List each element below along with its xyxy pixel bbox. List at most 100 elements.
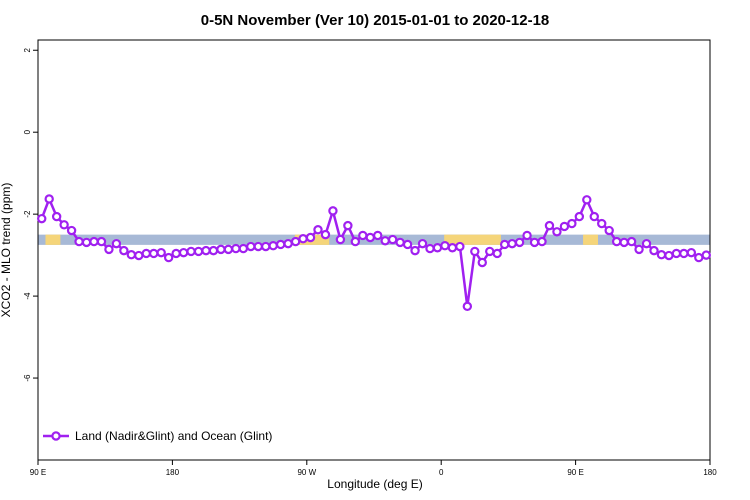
data-point [81, 237, 92, 248]
data-point [305, 232, 316, 243]
data-point [163, 252, 174, 263]
x-tick-label: 180 [703, 468, 717, 477]
data-point [395, 237, 405, 248]
data-point [350, 236, 361, 247]
data-point [492, 248, 502, 259]
data-point [544, 220, 555, 231]
data-point [134, 250, 144, 261]
data-point [253, 241, 263, 252]
legend-marker [51, 431, 61, 441]
data-point [641, 238, 652, 249]
data-point [178, 247, 189, 258]
data-point [335, 234, 346, 245]
data-point [582, 195, 592, 205]
y-tick-label: -4 [23, 292, 32, 300]
data-point [626, 236, 637, 247]
y-tick-label: -6 [23, 374, 32, 382]
plot-frame [37, 39, 711, 461]
data-point [149, 248, 159, 259]
data-point [201, 245, 211, 256]
y-axis-label: XCO2 - MLO trend (ppm) [0, 183, 13, 318]
data-point [44, 194, 54, 204]
data-point [261, 241, 271, 252]
data-point [619, 237, 629, 248]
x-tick-label: 90 E [30, 468, 46, 477]
data-point [171, 248, 181, 259]
data-point [567, 218, 577, 229]
data-point [373, 230, 383, 241]
data-point [671, 248, 682, 259]
data-point [485, 246, 495, 257]
data-point [66, 225, 77, 236]
data-point [701, 250, 711, 260]
data-point [529, 237, 540, 248]
data-point [634, 244, 644, 255]
data-point [328, 206, 338, 216]
data-point [522, 230, 532, 241]
land-band [583, 234, 598, 245]
data-point [343, 220, 353, 231]
x-tick-label: 90 E [567, 468, 583, 477]
data-point [59, 220, 69, 230]
x-tick-label: 180 [166, 468, 180, 477]
data-point [216, 244, 226, 255]
data-point [694, 252, 704, 263]
land-band [444, 234, 501, 245]
data-point [51, 211, 62, 222]
x-axis-label: Longitude (deg E) [327, 477, 422, 491]
data-point [96, 236, 107, 247]
data-point [470, 246, 480, 257]
data-point [275, 239, 286, 250]
data-point [380, 236, 390, 246]
data-point [477, 257, 487, 268]
data-point [231, 243, 241, 254]
data-point [89, 236, 99, 247]
data-point [410, 245, 420, 256]
data-point [104, 244, 114, 255]
y-tick-label: 2 [23, 47, 32, 52]
data-point [440, 240, 450, 251]
x-tick-label: 90 W [297, 468, 316, 477]
data-point [679, 248, 689, 259]
data-point [537, 236, 547, 247]
data-point [141, 248, 151, 259]
data-point [604, 225, 614, 236]
data-point [664, 250, 674, 261]
data-point [223, 244, 234, 255]
data-point [111, 238, 122, 249]
data-point [208, 245, 219, 256]
data-point [119, 245, 129, 256]
x-tick-label: 0 [439, 468, 444, 477]
data-point [387, 234, 398, 245]
data-point [552, 227, 562, 237]
data-point [686, 247, 697, 258]
data-point [320, 229, 331, 240]
data-point [649, 245, 659, 256]
data-point [358, 230, 368, 241]
land-band [45, 234, 61, 245]
data-point [186, 246, 196, 257]
data-point [455, 241, 465, 252]
data-point [156, 247, 166, 258]
data-point [126, 250, 137, 260]
data-point [432, 243, 443, 253]
chart-title: 0-5N November (Ver 10) 2015-01-01 to 202… [201, 12, 550, 29]
data-point [514, 237, 525, 248]
data-point [447, 243, 458, 253]
data-point [425, 243, 435, 254]
data-point [462, 301, 473, 312]
data-point [246, 241, 256, 252]
data-point [507, 238, 517, 249]
data-point [37, 213, 47, 224]
legend-label: Land (Nadir&Glint) and Ocean (Glint) [75, 429, 272, 443]
data-point [238, 243, 249, 254]
data-point [313, 225, 323, 235]
data-point [290, 236, 301, 247]
data-point [597, 218, 607, 229]
data-point [611, 236, 622, 247]
data-point [574, 211, 585, 222]
data-point [589, 211, 599, 222]
data-point [268, 240, 278, 251]
data-point [365, 232, 375, 243]
